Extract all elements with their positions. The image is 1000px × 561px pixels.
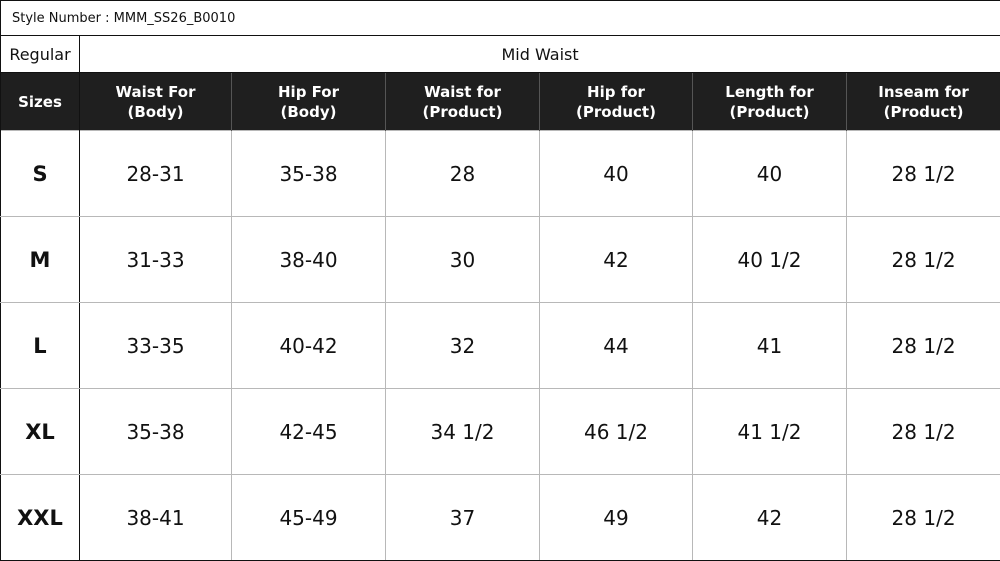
length-product-cell: 40 1/2 [692, 216, 847, 303]
waist-product-cell: 37 [385, 474, 540, 561]
hip-body-cell: 40-42 [231, 302, 386, 389]
size-cell: S [0, 130, 80, 217]
header-sizes: Sizes [0, 72, 80, 131]
hip-product-cell: 49 [539, 474, 693, 561]
header-hip-product: Hip for (Product) [539, 72, 693, 131]
inseam-product-cell: 28 1/2 [845, 302, 1000, 389]
header-waist-body-line1: Waist For [115, 82, 196, 101]
size-cell: M [0, 216, 80, 303]
length-product-cell: 42 [692, 474, 847, 561]
length-product-cell: 40 [692, 130, 847, 217]
table-row-xl: XL 35-38 42-45 34 1/2 46 1/2 41 1/2 28 1… [0, 388, 1000, 475]
hip-product-cell: 44 [539, 302, 693, 389]
inseam-product-cell: 28 1/2 [845, 388, 1000, 475]
table-row-xxl: XXL 38-41 45-49 37 49 42 28 1/2 [0, 474, 1000, 561]
hip-body-cell: 42-45 [231, 388, 386, 475]
header-hip-body-line2: (Body) [280, 102, 337, 121]
hip-body-cell: 35-38 [231, 130, 386, 217]
waist-body-cell: 31-33 [79, 216, 232, 303]
waist-type: Mid Waist [78, 35, 1000, 73]
header-row: Sizes Waist For (Body) Hip For (Body) Wais… [0, 72, 1000, 131]
header-hip-product-line1: Hip for [587, 82, 645, 101]
hip-product-cell: 42 [539, 216, 693, 303]
inseam-product-cell: 28 1/2 [845, 474, 1000, 561]
header-waist-body-line2: (Body) [127, 102, 184, 121]
table-row-s: S 28-31 35-38 28 40 40 28 1/2 [0, 130, 1000, 217]
header-waist-product-line1: Waist for [424, 82, 501, 101]
hip-body-cell: 38-40 [231, 216, 386, 303]
table-row-m: M 31-33 38-40 30 42 40 1/2 28 1/2 [0, 216, 1000, 303]
header-hip-body: Hip For (Body) [231, 72, 386, 131]
waist-product-cell: 32 [385, 302, 540, 389]
fit-label: Regular [0, 35, 80, 73]
waist-body-cell: 33-35 [79, 302, 232, 389]
header-waist-product-line2: (Product) [422, 102, 503, 121]
hip-body-cell: 45-49 [231, 474, 386, 561]
header-length-product: Length for (Product) [692, 72, 847, 131]
style-number: Style Number : MMM_SS26_B0010 [0, 0, 1000, 36]
size-cell: XXL [0, 474, 80, 561]
hip-product-cell: 46 1/2 [539, 388, 693, 475]
header-waist-product: Waist for (Product) [385, 72, 540, 131]
header-hip-body-line1: Hip For [278, 82, 339, 101]
header-inseam-product-line1: Inseam for [878, 82, 969, 101]
header-waist-body: Waist For (Body) [79, 72, 232, 131]
inseam-product-cell: 28 1/2 [845, 216, 1000, 303]
header-length-product-line2: (Product) [729, 102, 810, 121]
waist-body-cell: 35-38 [79, 388, 232, 475]
length-product-cell: 41 1/2 [692, 388, 847, 475]
header-length-product-line1: Length for [725, 82, 814, 101]
waist-product-cell: 30 [385, 216, 540, 303]
header-hip-product-line2: (Product) [576, 102, 656, 121]
size-cell: L [0, 302, 80, 389]
waist-body-cell: 28-31 [79, 130, 232, 217]
fit-row: Regular Mid Waist [0, 35, 1000, 73]
waist-product-cell: 34 1/2 [385, 388, 540, 475]
table-row-l: L 33-35 40-42 32 44 41 28 1/2 [0, 302, 1000, 389]
style-number-row: Style Number : MMM_SS26_B0010 [0, 0, 1000, 36]
header-inseam-product: Inseam for (Product) [845, 72, 1000, 131]
size-cell: XL [0, 388, 80, 475]
inseam-product-cell: 28 1/2 [845, 130, 1000, 217]
length-product-cell: 41 [692, 302, 847, 389]
header-inseam-product-line2: (Product) [883, 102, 964, 121]
hip-product-cell: 40 [539, 130, 693, 217]
waist-body-cell: 38-41 [79, 474, 232, 561]
waist-product-cell: 28 [385, 130, 540, 217]
